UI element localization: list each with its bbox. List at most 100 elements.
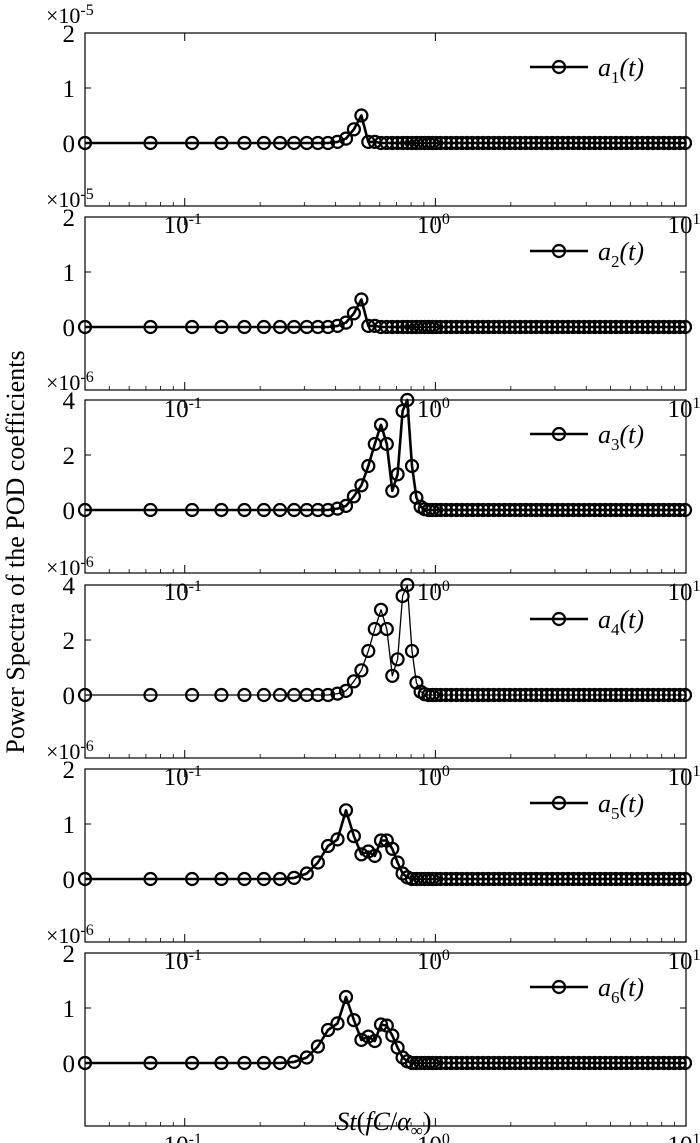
data-point: [481, 871, 496, 887]
data-point: [330, 318, 345, 333]
data-point: [614, 502, 629, 518]
plot-frame: [84, 399, 687, 574]
data-point: [330, 1016, 345, 1031]
legend-label-letter: a: [598, 973, 611, 1002]
data-point: [310, 502, 325, 518]
x-tick-label: 10-1: [164, 578, 202, 606]
data-point: [310, 319, 325, 335]
data-point: [603, 502, 618, 518]
data-point: [555, 687, 570, 703]
data-point: [354, 1032, 369, 1048]
data-point: [645, 502, 661, 518]
data-point: [256, 871, 271, 887]
data-point: [77, 319, 93, 335]
x-tick-label: 100: [417, 947, 450, 975]
legend-label-subscript: 2: [611, 252, 620, 271]
x-tick-label: 100: [417, 763, 450, 791]
data-point: [571, 871, 586, 887]
data-point: [460, 502, 475, 518]
data-point: [454, 502, 469, 518]
x-tick-label-exponent: 0: [442, 947, 450, 964]
x-axis-label-slash: /: [390, 1107, 398, 1136]
data-point: [454, 319, 469, 335]
data-point: [529, 502, 544, 518]
data-point: [379, 436, 394, 452]
legend-label-letter: a: [598, 605, 611, 634]
data-point: [470, 1055, 485, 1071]
y-tick-label: 1: [63, 76, 76, 103]
legend-label-subscript: 6: [611, 988, 620, 1007]
x-tick-label-exponent: -1: [189, 763, 202, 780]
data-point: [373, 833, 389, 848]
data-point: [320, 319, 336, 335]
data-point: [492, 502, 507, 518]
data-point: [237, 135, 252, 151]
legend-marker: [551, 59, 567, 75]
data-point: [385, 319, 400, 335]
y-axis-label: Power Spectra of the POD coefficients: [1, 350, 30, 753]
scale-multiplier: ×10-6: [46, 738, 94, 764]
x-tick-label-exponent: 0: [442, 211, 450, 228]
x-tick-label: 101: [668, 947, 700, 975]
data-point: [237, 871, 252, 887]
data-point: [582, 687, 597, 703]
data-point: [592, 502, 608, 518]
data-point: [555, 871, 570, 887]
data-point: [571, 135, 586, 151]
data-point: [635, 135, 650, 151]
data-point: [566, 687, 581, 703]
data-point: [385, 135, 400, 151]
x-tick-label: 10-1: [164, 763, 202, 791]
data-point: [651, 135, 666, 151]
data-point: [576, 871, 592, 887]
data-point: [237, 1055, 252, 1071]
data-point: [656, 135, 671, 151]
scale-multiplier-exponent: -6: [80, 738, 93, 755]
data-point: [661, 319, 677, 335]
data-point: [566, 1055, 581, 1071]
data-point: [539, 319, 555, 335]
data-point: [529, 687, 544, 703]
scale-multiplier-base: ×10: [46, 923, 80, 948]
data-point: [429, 502, 444, 518]
data-point: [497, 319, 512, 335]
data-point: [667, 1055, 682, 1071]
x-axis-label-close: ): [423, 1107, 432, 1136]
legend-label: a3(t): [598, 420, 644, 454]
x-tick-label: 101: [668, 395, 700, 423]
data-point: [529, 319, 544, 335]
plot-frame: [84, 584, 687, 759]
x-tick-label: 10-1: [164, 211, 202, 239]
data-point: [614, 1055, 629, 1071]
data-point: [624, 502, 640, 518]
data-point: [545, 319, 560, 335]
plot-frame: [84, 32, 687, 207]
data-point: [404, 643, 420, 659]
data-point: [534, 319, 549, 335]
data-point: [287, 1054, 302, 1070]
data-point: [481, 502, 496, 518]
data-point: [272, 871, 288, 887]
x-tick-label-exponent: 1: [693, 763, 700, 780]
y-tick-label: 2: [63, 941, 76, 968]
legend-label: a4(t): [598, 605, 644, 639]
data-point: [555, 135, 570, 151]
data-point: [379, 621, 394, 637]
data-point: [598, 502, 613, 518]
data-point: [310, 1039, 325, 1054]
data-point: [661, 135, 677, 151]
y-tick-label: 0: [63, 867, 76, 894]
x-tick-label: 10-1: [164, 1131, 202, 1143]
legend-label-subscript: 3: [611, 435, 620, 454]
data-point: [518, 135, 533, 151]
data-point: [651, 871, 666, 887]
legend-label-subscript: 4: [611, 620, 620, 639]
data-point: [635, 1055, 650, 1071]
data-point: [346, 1012, 361, 1028]
data-point: [433, 871, 448, 887]
data-point: [470, 502, 485, 518]
data-point: [635, 502, 650, 518]
data-point: [237, 687, 252, 703]
